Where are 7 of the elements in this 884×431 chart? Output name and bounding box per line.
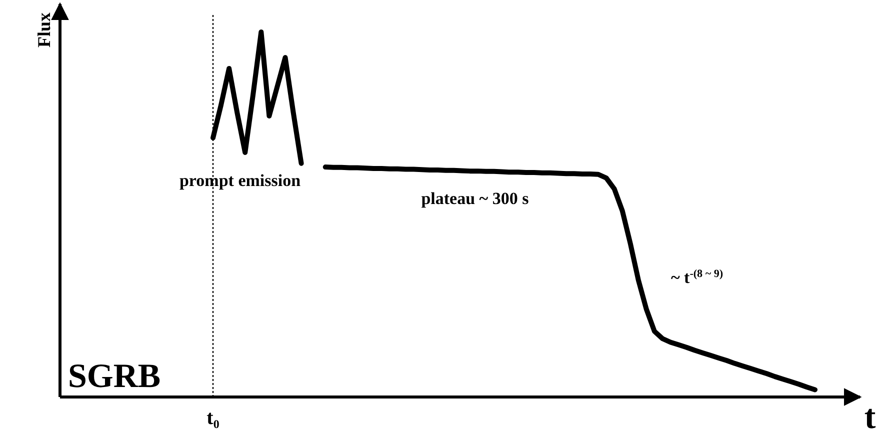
text: Flux — [34, 12, 54, 48]
annotation: plateau ~ 300 s — [421, 189, 530, 208]
annotation: prompt emission — [179, 171, 302, 190]
text: SGRB — [68, 358, 161, 395]
annotation: ~ t$^{-(8 ~ 9)}$ — [670, 268, 724, 287]
x-axis-title: t — [864, 399, 876, 431]
text: t₀ — [206, 407, 220, 429]
